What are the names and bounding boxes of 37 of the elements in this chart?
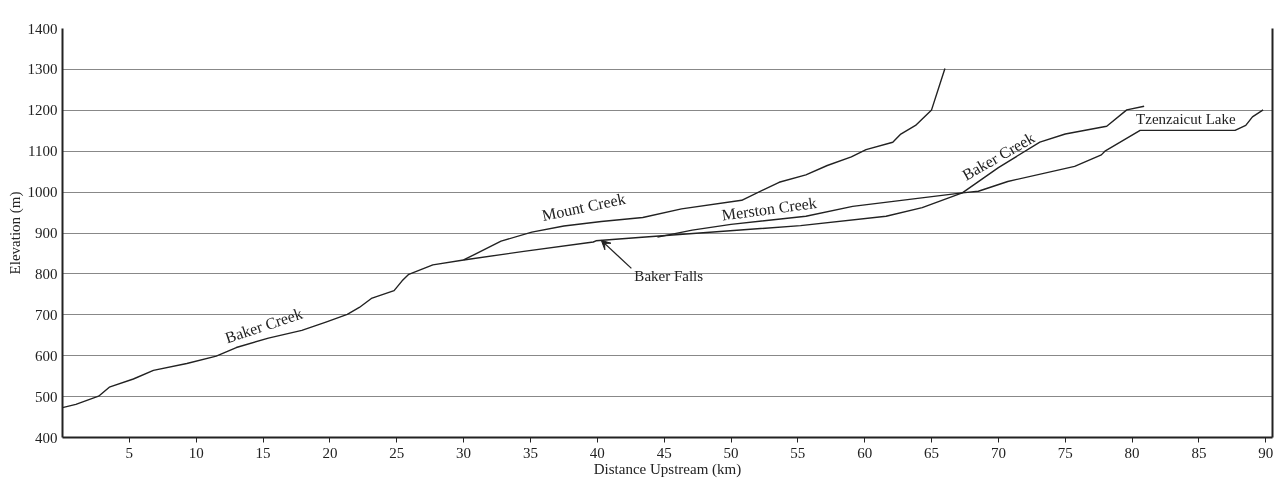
x-tick-label: 80 [1124,444,1140,461]
x-tick-label: 40 [589,444,605,461]
x-tick-label: 20 [322,444,338,461]
x-tick-label: 35 [522,444,538,461]
y-tick-label: 1300 [27,61,58,78]
y-tick-label: 900 [35,225,58,241]
x-tick-label: 10 [188,444,204,461]
y-tick-label: 800 [35,265,58,282]
annotation: Baker Creek [959,128,1038,184]
x-tick-label: 30 [456,444,472,461]
annotation: Baker Falls [634,268,704,285]
annotation: Tzenzaicut Lake [1136,111,1236,128]
annotation: Merston Creek [720,194,818,224]
y-tick-label: 1200 [27,102,58,119]
x-tick-label: 5 [125,444,134,461]
y-tick-label: 1100 [28,143,58,160]
y-tick-label: 1400 [27,20,58,37]
x-tick-label: 50 [723,444,739,461]
x-tick-label: 65 [924,444,940,461]
x-axis-title: Distance Upstream (km) [593,460,742,478]
y-tick-label: 1000 [27,184,58,201]
x-tick-label: 75 [1057,444,1073,461]
x-tick-label: 60 [857,444,873,461]
y-axis-title: Elevation (m) [6,191,24,275]
x-tick-label: 85 [1191,444,1207,461]
y-tick-label: 400 [35,429,58,446]
annotation: Mount Creek [540,189,627,224]
x-tick-label: 45 [656,444,672,461]
y-tick-label: 700 [35,306,58,323]
x-tick-label: 70 [990,444,1006,461]
y-tick-label: 600 [35,347,58,364]
x-tick-label: 25 [389,444,405,461]
x-tick-label: 55 [790,444,806,461]
annotation: Baker Creek [222,304,305,347]
y-tick-label: 500 [35,388,58,405]
x-tick-label: 15 [255,444,271,461]
x-tick-label: 90 [1258,444,1274,461]
